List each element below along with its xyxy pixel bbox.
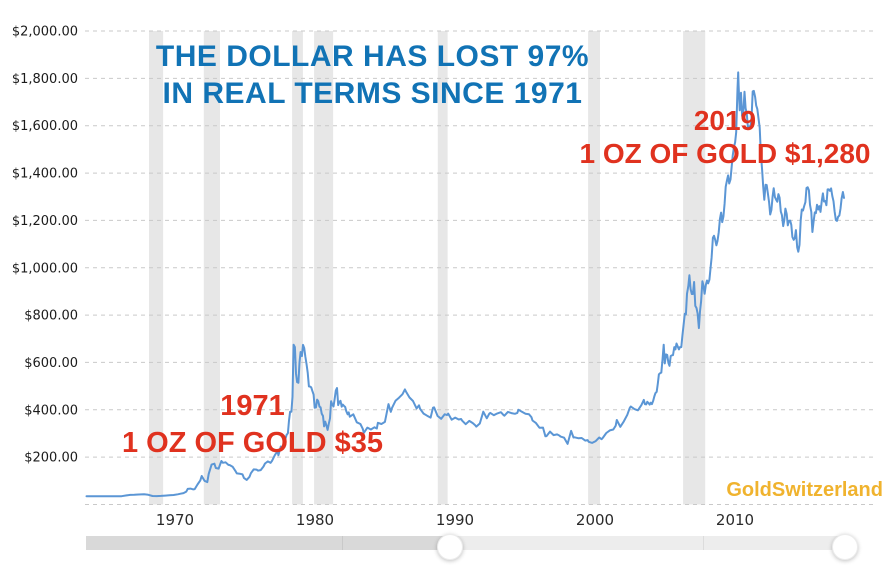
recession-band <box>314 31 334 505</box>
recession-band <box>149 31 164 505</box>
x-tick-label: 2010 <box>716 511 754 529</box>
scrollbar-divider-2 <box>703 536 704 550</box>
y-tick-label: $200.00 <box>24 451 78 466</box>
y-tick-label: $1,400.00 <box>12 167 78 182</box>
annotation-2019-price: 1 OZ OF GOLD $1,280 <box>579 138 871 169</box>
chart-headline: THE DOLLAR HAS LOST 97% IN REAL TERMS SI… <box>100 38 645 112</box>
y-tick-label: $1,200.00 <box>12 214 78 229</box>
x-tick-label: 1980 <box>296 511 334 529</box>
y-tick-label: $1,800.00 <box>12 72 78 87</box>
headline-line-1: THE DOLLAR HAS LOST 97% <box>155 40 590 73</box>
y-tick-label: $1,600.00 <box>12 119 78 134</box>
annotation-1971-price: 1 OZ OF GOLD $35 <box>121 427 384 459</box>
y-tick-label: $800.00 <box>24 309 78 324</box>
scrollbar-track[interactable] <box>86 536 847 550</box>
gold-price-line <box>85 71 845 498</box>
recession-band <box>203 31 220 505</box>
x-tick-label: 2000 <box>576 511 614 529</box>
recession-band <box>437 31 448 505</box>
y-tick-label: $2,000.00 <box>12 25 78 40</box>
annotation-1971-year: 1971 <box>220 390 285 422</box>
annotation-2019-year: 2019 <box>693 105 757 136</box>
scrollbar-handle-left[interactable] <box>437 534 463 560</box>
scrollbar-handle-right[interactable] <box>832 534 858 560</box>
annotation-2019: 2019 1 OZ OF GOLD $1,280 <box>565 104 885 170</box>
y-tick-label: $600.00 <box>24 356 78 371</box>
recession-band <box>588 31 600 505</box>
headline-line-2: IN REAL TERMS SINCE 1971 <box>162 77 583 110</box>
x-tick-label: 1990 <box>436 511 474 529</box>
scrollbar-selected-range[interactable] <box>86 536 450 550</box>
x-tick-label: 1970 <box>156 511 194 529</box>
y-tick-label: $400.00 <box>24 403 78 418</box>
scrollbar-divider-1 <box>342 536 343 550</box>
recession-band <box>292 31 303 505</box>
goldswitzerland-watermark: GoldSwitzerland <box>726 479 883 501</box>
annotation-1971: 1971 1 OZ OF GOLD $35 <box>95 388 410 462</box>
y-tick-label: $1,000.00 <box>12 261 78 276</box>
